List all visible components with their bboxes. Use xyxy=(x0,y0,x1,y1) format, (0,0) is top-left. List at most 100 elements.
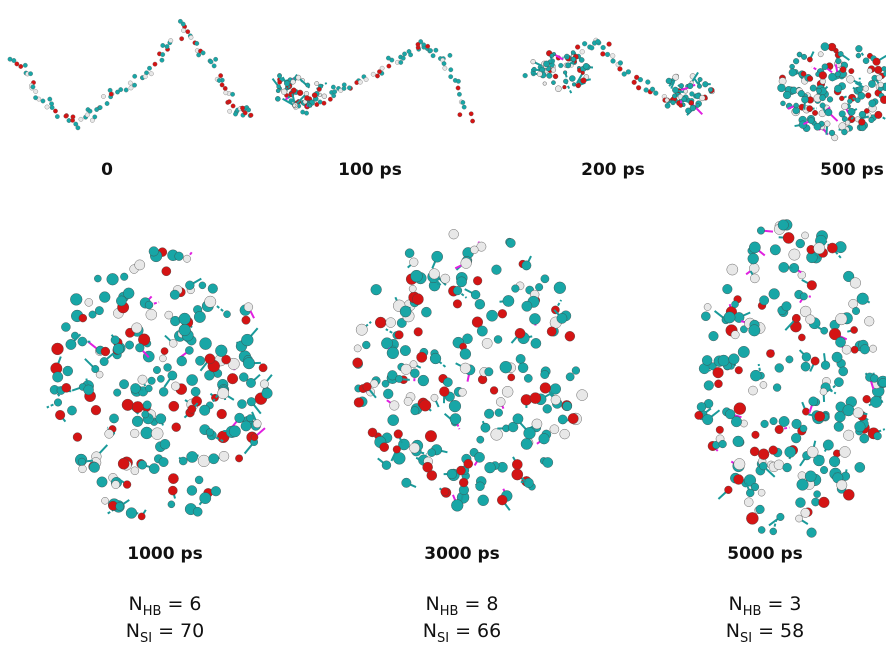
atom xyxy=(159,457,168,466)
time-label: 500 ps xyxy=(820,160,884,180)
atom xyxy=(431,394,438,401)
atom xyxy=(869,100,876,107)
atom xyxy=(443,378,452,387)
atom xyxy=(476,482,485,491)
atom xyxy=(581,78,587,84)
atom xyxy=(795,498,805,508)
atom xyxy=(473,276,482,285)
atom xyxy=(725,486,733,494)
atom xyxy=(511,285,519,293)
atom xyxy=(805,471,816,482)
atom xyxy=(571,50,575,54)
atom xyxy=(220,83,224,87)
atom xyxy=(200,492,211,503)
atom xyxy=(835,58,841,64)
atom xyxy=(814,491,821,498)
atom xyxy=(882,66,886,71)
atom xyxy=(800,425,807,432)
atom xyxy=(566,373,574,381)
atom xyxy=(241,334,253,346)
atom xyxy=(807,446,818,457)
atom xyxy=(801,362,810,371)
atom xyxy=(92,365,99,372)
atom xyxy=(856,45,863,52)
atom xyxy=(70,294,82,306)
atom xyxy=(101,94,105,98)
atom xyxy=(563,71,567,75)
atom xyxy=(863,58,869,64)
atom xyxy=(322,94,327,99)
atom xyxy=(386,318,396,328)
atom xyxy=(34,89,38,93)
atom xyxy=(218,388,229,399)
atom xyxy=(724,312,735,323)
atom xyxy=(814,123,821,130)
atom xyxy=(821,43,829,51)
atom xyxy=(322,101,326,105)
atom xyxy=(555,86,561,92)
atom xyxy=(460,363,471,374)
atom xyxy=(697,84,702,89)
atom xyxy=(568,413,578,423)
atom xyxy=(636,85,641,90)
atom xyxy=(243,357,255,369)
atom xyxy=(33,96,37,100)
atom xyxy=(132,323,142,333)
atom xyxy=(770,528,777,535)
atom xyxy=(847,75,855,83)
atom xyxy=(224,91,228,95)
atom xyxy=(577,390,588,401)
atom xyxy=(867,68,872,73)
atom xyxy=(143,401,151,409)
atom xyxy=(179,457,187,465)
atom xyxy=(126,508,137,519)
atom xyxy=(843,430,854,441)
atom xyxy=(853,408,863,418)
atom xyxy=(235,455,242,462)
atom xyxy=(19,64,23,68)
atom xyxy=(749,325,761,337)
atom xyxy=(315,81,319,85)
atom xyxy=(553,74,558,79)
atom xyxy=(132,74,136,78)
atom xyxy=(475,299,485,309)
atom xyxy=(731,416,742,427)
atom xyxy=(421,307,431,317)
atom xyxy=(860,434,869,443)
atom xyxy=(168,371,177,380)
atom xyxy=(170,316,180,326)
atom xyxy=(119,379,128,388)
atom xyxy=(580,49,585,54)
atom xyxy=(400,306,411,317)
atom xyxy=(777,84,785,92)
atom xyxy=(565,331,575,341)
atom xyxy=(212,64,216,68)
time-label: 3000 ps xyxy=(424,544,500,564)
atom xyxy=(306,83,310,87)
atom xyxy=(109,414,118,423)
atom xyxy=(543,404,552,413)
atom xyxy=(189,35,193,39)
atom xyxy=(459,478,468,487)
atom xyxy=(554,282,566,294)
atom xyxy=(848,108,855,115)
atom xyxy=(484,409,494,419)
atom xyxy=(770,245,780,255)
atom xyxy=(390,401,400,411)
atom xyxy=(8,57,12,61)
atom xyxy=(169,339,177,347)
atom xyxy=(217,409,227,419)
atom xyxy=(863,86,869,92)
stat-si: NSI = 58 xyxy=(726,617,805,653)
atom xyxy=(443,66,447,70)
atom xyxy=(193,507,202,516)
atom xyxy=(558,63,563,68)
atom xyxy=(575,45,580,50)
atom xyxy=(113,389,121,397)
atom xyxy=(188,405,196,413)
atom xyxy=(209,60,213,64)
atom xyxy=(672,94,677,99)
atom xyxy=(409,258,418,267)
atom xyxy=(565,63,570,68)
atom xyxy=(773,384,781,392)
